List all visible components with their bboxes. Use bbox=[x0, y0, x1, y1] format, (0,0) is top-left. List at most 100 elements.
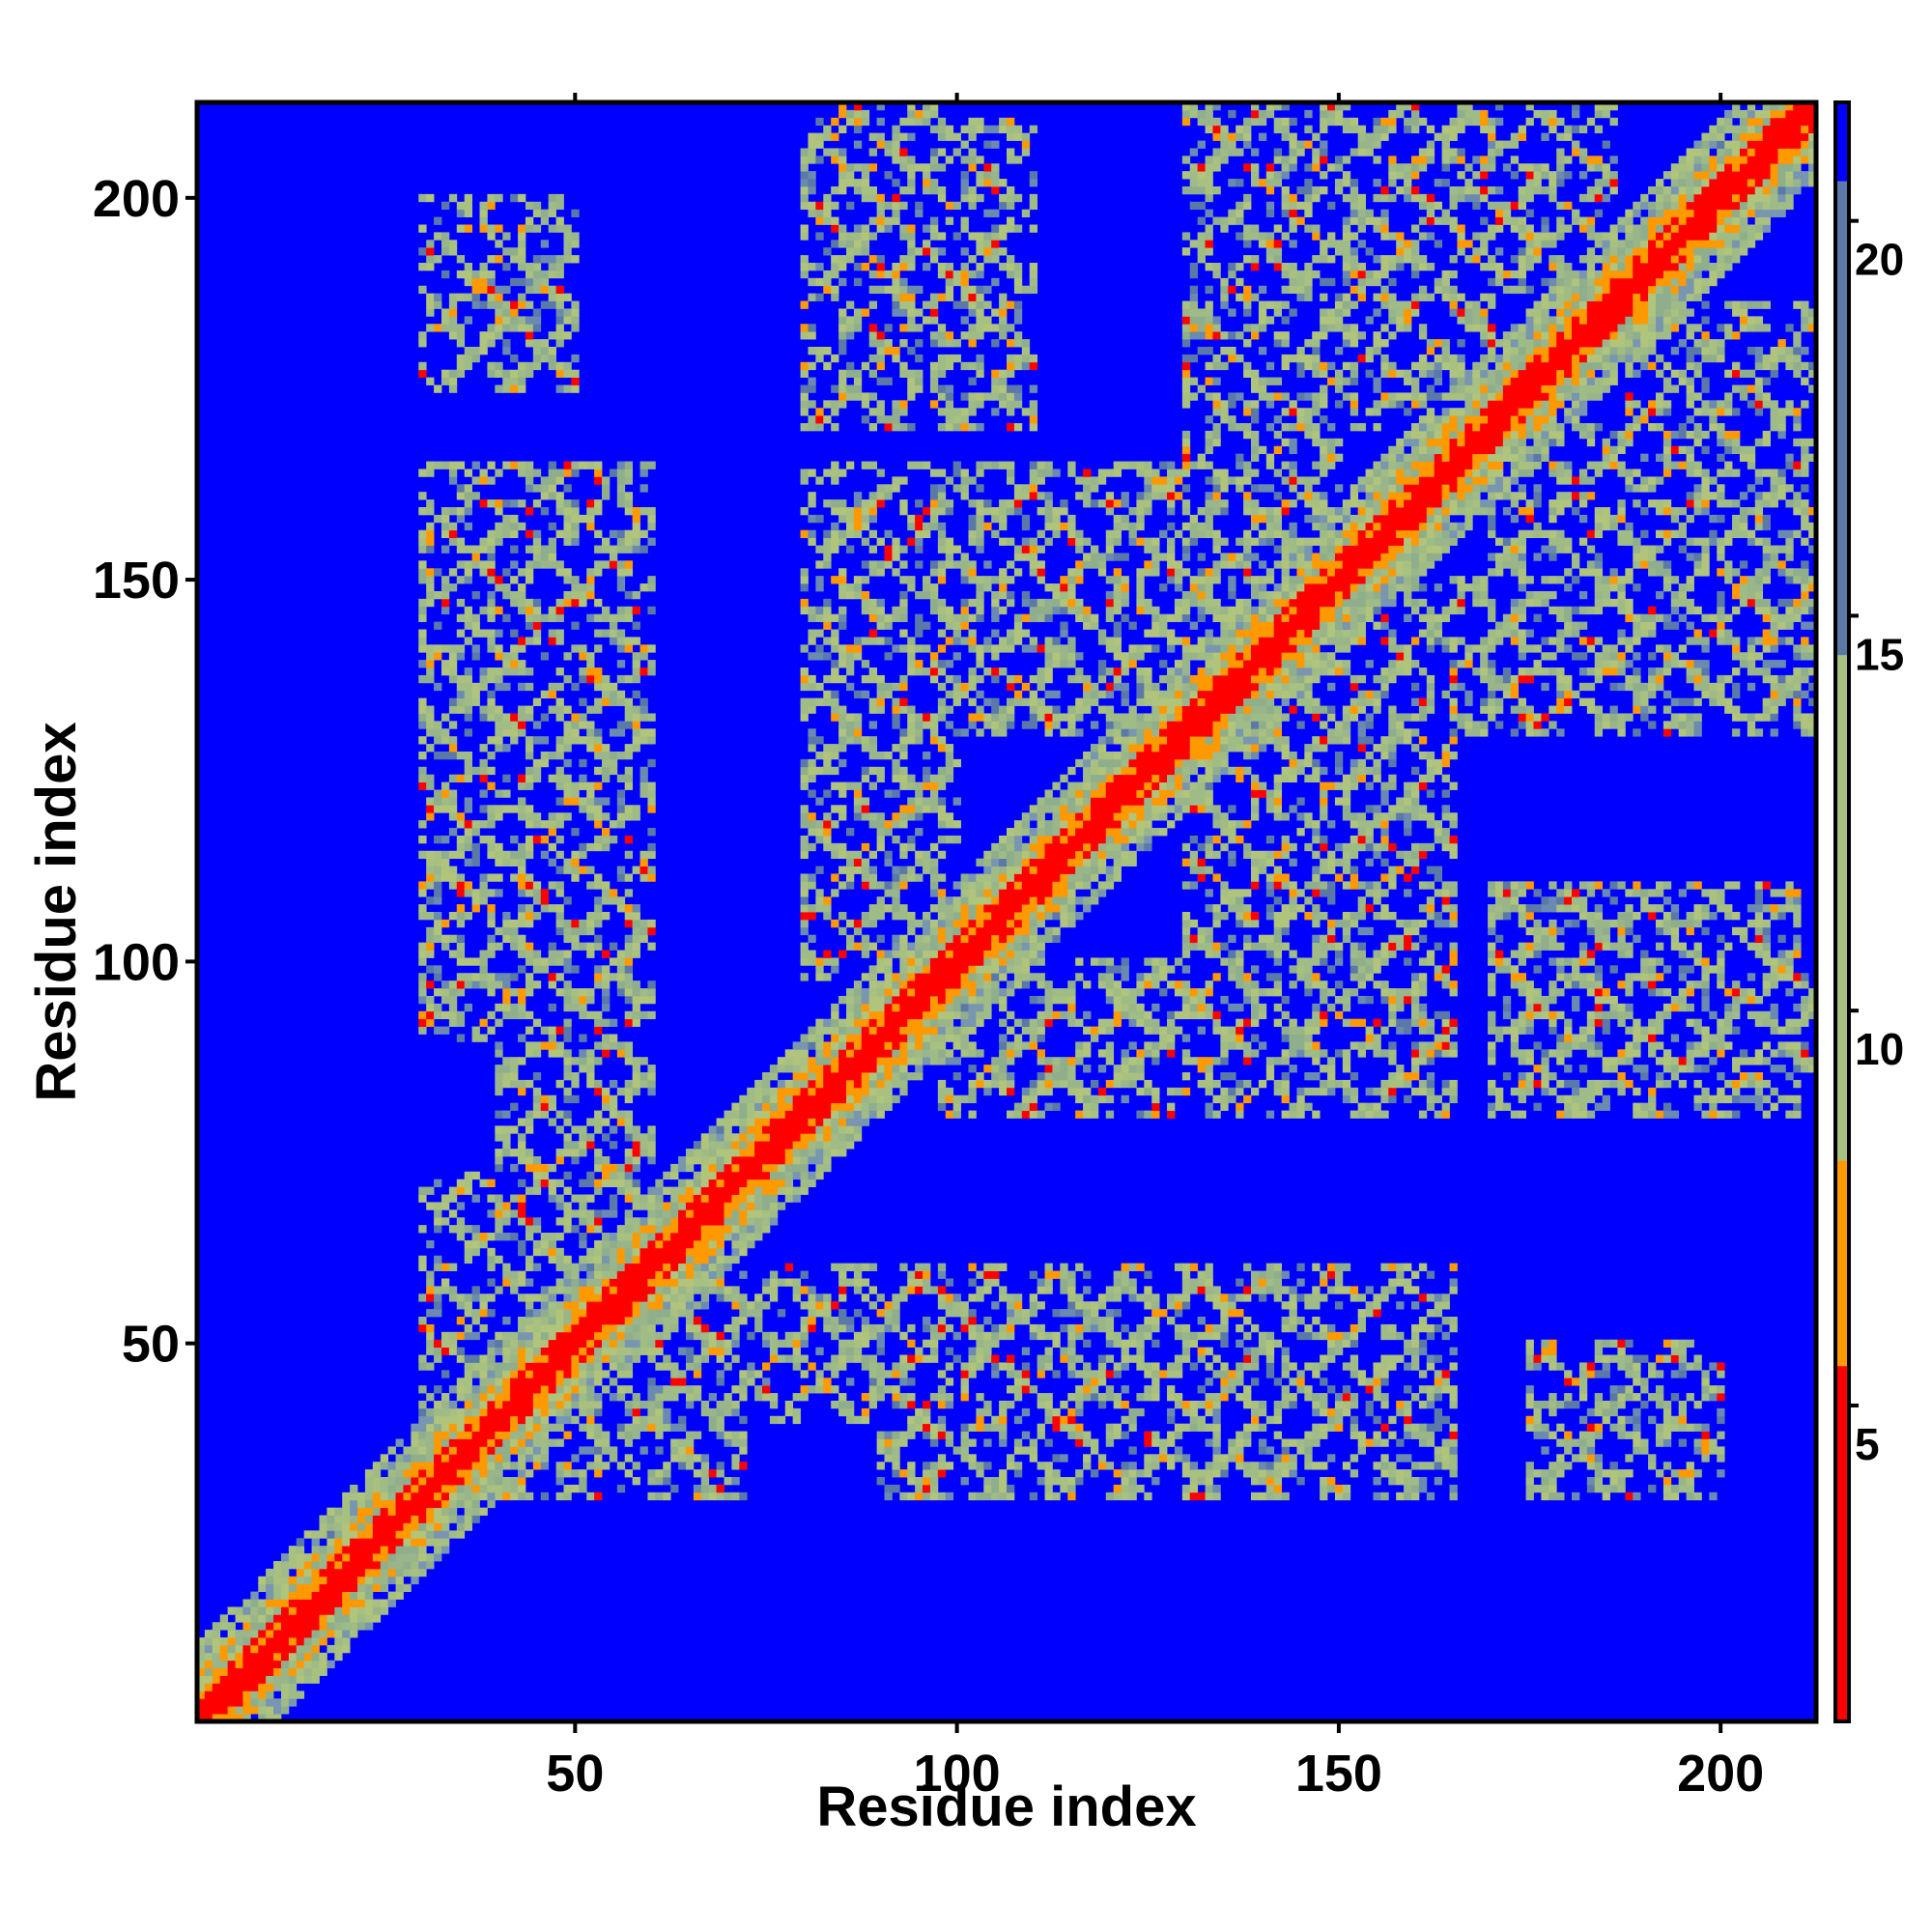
heatmap-cell bbox=[647, 1317, 656, 1325]
heatmap-cell bbox=[426, 1018, 435, 1027]
heatmap-cell bbox=[602, 1431, 611, 1439]
heatmap-cell bbox=[288, 1591, 298, 1600]
heatmap-cell bbox=[624, 973, 634, 981]
heatmap-cell bbox=[647, 789, 656, 798]
heatmap-cell bbox=[647, 1378, 656, 1386]
heatmap-cell bbox=[815, 835, 824, 844]
heatmap-cell bbox=[334, 1522, 343, 1531]
heatmap-cell bbox=[884, 889, 893, 897]
heatmap-cell bbox=[434, 1293, 442, 1302]
heatmap-cell bbox=[700, 1400, 710, 1409]
heatmap-cell bbox=[670, 1194, 679, 1203]
heatmap-cell bbox=[923, 950, 931, 958]
heatmap-cell bbox=[540, 1094, 550, 1104]
heatmap-cell bbox=[693, 1270, 702, 1279]
heatmap-cell bbox=[525, 1041, 534, 1050]
heatmap-cell bbox=[739, 1378, 748, 1386]
heatmap-cell bbox=[525, 545, 534, 554]
heatmap-cell bbox=[502, 1400, 511, 1409]
heatmap-cell bbox=[563, 1209, 572, 1218]
heatmap-cell bbox=[555, 361, 564, 371]
heatmap-cell bbox=[663, 1278, 671, 1287]
heatmap-cell bbox=[915, 324, 923, 332]
heatmap-cell bbox=[579, 1309, 587, 1318]
heatmap-cell bbox=[838, 1094, 847, 1104]
heatmap-cell bbox=[418, 1560, 427, 1570]
heatmap-cell bbox=[495, 789, 503, 798]
heatmap-cell bbox=[861, 805, 870, 813]
heatmap-cell bbox=[571, 1293, 580, 1302]
heatmap-cell bbox=[418, 1354, 427, 1363]
heatmap-cell bbox=[823, 1163, 832, 1173]
heatmap-cell bbox=[907, 293, 916, 301]
heatmap-cell bbox=[510, 255, 519, 264]
heatmap-cell bbox=[518, 224, 526, 233]
heatmap-cell bbox=[540, 820, 550, 829]
heatmap-cell bbox=[731, 1171, 740, 1180]
heatmap-cell bbox=[563, 1309, 572, 1318]
heatmap-cell bbox=[586, 1247, 595, 1257]
heatmap-cell bbox=[831, 766, 839, 776]
heatmap-cell bbox=[440, 1423, 450, 1432]
heatmap-cell bbox=[769, 1339, 779, 1349]
heatmap-cell bbox=[342, 1644, 351, 1654]
heatmap-cell bbox=[525, 300, 534, 309]
heatmap-cell bbox=[884, 1094, 893, 1104]
heatmap-cell bbox=[838, 1026, 847, 1035]
heatmap-cell bbox=[853, 858, 863, 867]
heatmap-cell bbox=[364, 1622, 374, 1631]
heatmap-cell bbox=[823, 751, 832, 760]
heatmap-cell bbox=[555, 224, 564, 233]
heatmap-cell bbox=[907, 1034, 916, 1042]
heatmap-cell bbox=[845, 881, 855, 890]
heatmap-cell bbox=[769, 1087, 779, 1096]
heatmap-cell bbox=[602, 1354, 611, 1363]
heatmap-cell bbox=[502, 1477, 511, 1486]
heatmap-cell bbox=[784, 1339, 794, 1349]
heatmap-cell bbox=[831, 820, 839, 829]
heatmap-cell bbox=[808, 820, 816, 829]
heatmap-cell bbox=[387, 1499, 396, 1509]
heatmap-cell bbox=[495, 858, 503, 867]
heatmap-cell bbox=[540, 1438, 550, 1447]
heatmap-cell bbox=[808, 1323, 816, 1333]
heatmap-cell bbox=[762, 1385, 771, 1394]
heatmap-cell bbox=[800, 766, 809, 776]
heatmap-cell bbox=[915, 950, 923, 958]
heatmap-cell bbox=[525, 1293, 534, 1302]
heatmap-cell bbox=[464, 1515, 473, 1523]
heatmap-cell bbox=[571, 1331, 580, 1341]
heatmap-cell bbox=[655, 1492, 664, 1501]
heatmap-cell bbox=[907, 668, 916, 676]
heatmap-cell bbox=[440, 1499, 450, 1509]
heatmap-cell bbox=[296, 1538, 305, 1547]
heatmap-cell bbox=[471, 1492, 480, 1501]
heatmap-cell bbox=[769, 1125, 779, 1134]
heatmap-cell bbox=[800, 674, 809, 684]
heatmap-cell bbox=[594, 965, 603, 974]
heatmap-cell bbox=[594, 668, 603, 676]
heatmap-cell bbox=[647, 1407, 656, 1417]
heatmap-cell bbox=[448, 660, 458, 668]
heatmap-cell bbox=[563, 674, 572, 684]
heatmap-cell bbox=[632, 1072, 640, 1081]
heatmap-cell bbox=[540, 1179, 550, 1188]
heatmap-cell bbox=[448, 1385, 458, 1394]
heatmap-cell bbox=[395, 1568, 404, 1577]
heatmap-cell bbox=[716, 1255, 724, 1264]
heatmap-cell bbox=[861, 1065, 870, 1073]
heatmap-cell bbox=[838, 576, 847, 584]
heatmap-cell bbox=[647, 1354, 656, 1363]
heatmap-cell bbox=[288, 1630, 298, 1638]
heatmap-cell bbox=[418, 881, 427, 890]
heatmap-cell bbox=[915, 1278, 923, 1287]
heatmap-cell bbox=[868, 881, 878, 890]
heatmap-cell bbox=[464, 697, 473, 706]
heatmap-cell bbox=[273, 1644, 282, 1654]
heatmap-cell bbox=[892, 1301, 900, 1310]
heatmap-cell bbox=[448, 461, 458, 469]
heatmap-cell bbox=[319, 1667, 327, 1676]
heatmap-cell bbox=[571, 1454, 580, 1463]
heatmap-cell bbox=[777, 1171, 786, 1180]
heatmap-cell bbox=[892, 263, 900, 271]
